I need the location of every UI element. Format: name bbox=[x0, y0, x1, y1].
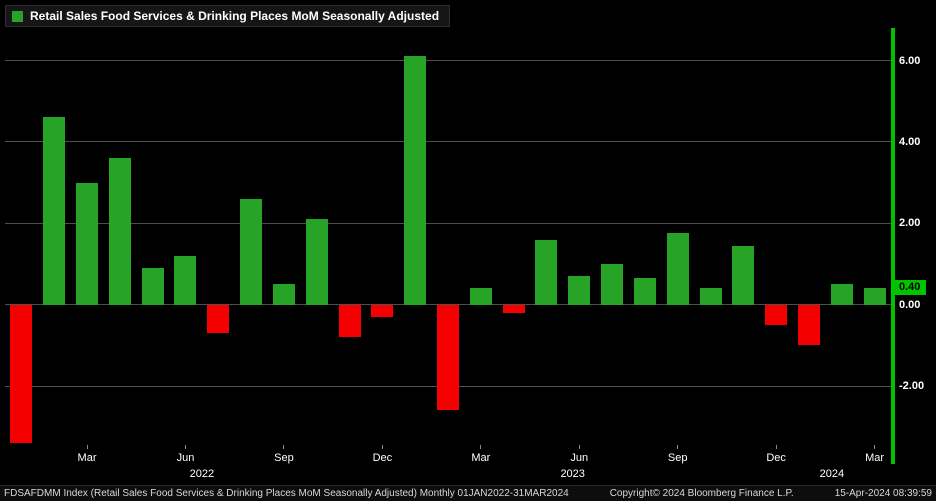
chart-plot-area[interactable] bbox=[5, 30, 891, 445]
bar-apr-2022 bbox=[109, 158, 131, 305]
bar-nov-2022 bbox=[339, 304, 361, 338]
bar-feb-2022 bbox=[43, 117, 65, 305]
x-tick-label: Mar bbox=[865, 452, 885, 464]
bar-may-2022 bbox=[142, 268, 164, 305]
bar-jun-2022 bbox=[174, 255, 196, 305]
legend-label: Retail Sales Food Services & Drinking Pl… bbox=[30, 9, 440, 23]
bar-jul-2023 bbox=[601, 263, 623, 305]
copyright-text: Copyright© 2024 Bloomberg Finance L.P. bbox=[609, 488, 794, 499]
year-label: 2024 bbox=[819, 468, 845, 480]
status-bar: FDSAFDMM Index (Retail Sales Food Servic… bbox=[0, 485, 936, 501]
y-tick-label: -2.00 bbox=[899, 380, 925, 392]
bar-jun-2023 bbox=[568, 276, 590, 305]
year-label: 2023 bbox=[560, 468, 585, 480]
bar-dec-2022 bbox=[371, 304, 393, 317]
last-price-label: 0.40 bbox=[893, 280, 927, 296]
x-tick-label: Jun bbox=[176, 452, 195, 464]
x-tick-mark bbox=[184, 445, 186, 449]
x-tick-mark bbox=[283, 445, 285, 449]
x-tick-mark bbox=[775, 445, 777, 449]
x-tick-mark bbox=[578, 445, 580, 449]
bar-feb-2023 bbox=[437, 304, 459, 411]
x-tick-mark bbox=[480, 445, 482, 449]
bar-jan-2022 bbox=[10, 304, 32, 443]
y-axis-line bbox=[891, 28, 895, 464]
bar-mar-2023 bbox=[470, 288, 492, 305]
x-tick-mark bbox=[381, 445, 383, 449]
bar-apr-2023 bbox=[503, 304, 525, 313]
legend-item[interactable]: Retail Sales Food Services & Drinking Pl… bbox=[5, 5, 451, 27]
bar-jan-2023 bbox=[404, 56, 426, 305]
gridline bbox=[5, 141, 891, 143]
x-tick-mark bbox=[86, 445, 88, 449]
bar-jan-2024 bbox=[798, 304, 820, 346]
bar-sep-2023 bbox=[667, 233, 689, 305]
bar-sep-2022 bbox=[273, 284, 295, 305]
x-tick-label: Dec bbox=[372, 452, 393, 464]
bar-aug-2023 bbox=[634, 278, 656, 305]
bar-oct-2022 bbox=[306, 219, 328, 305]
bar-mar-2022 bbox=[76, 182, 98, 305]
x-tick-label: Dec bbox=[766, 452, 786, 464]
year-label: 2022 bbox=[189, 468, 215, 480]
y-tick-label: 2.00 bbox=[899, 217, 921, 230]
bar-dec-2023 bbox=[765, 304, 787, 325]
bar-jul-2022 bbox=[207, 304, 229, 334]
bar-oct-2023 bbox=[700, 288, 722, 305]
x-tick-label: Sep bbox=[667, 452, 688, 464]
gridline bbox=[5, 60, 891, 61]
y-tick-label: 0.00 bbox=[899, 298, 921, 311]
x-tick-mark bbox=[677, 445, 679, 449]
y-tick-label: 4.00 bbox=[899, 135, 921, 148]
ticker-description: FDSAFDMM Index (Retail Sales Food Servic… bbox=[4, 488, 569, 499]
x-tick-label: Mar bbox=[77, 452, 97, 464]
legend-swatch-icon bbox=[12, 10, 23, 22]
bar-aug-2022 bbox=[240, 198, 262, 305]
bar-nov-2023 bbox=[732, 245, 754, 305]
y-tick-label: 6.00 bbox=[899, 54, 921, 67]
bar-mar-2024 bbox=[864, 288, 886, 305]
x-tick-mark bbox=[874, 445, 876, 449]
timestamp: 15-Apr-2024 08:39:59 bbox=[834, 488, 932, 499]
x-tick-label: Jun bbox=[570, 452, 589, 464]
bar-may-2023 bbox=[535, 239, 557, 305]
y-axis: 0.40 6.00 4.00 2.00 0.00 -2.00 bbox=[893, 30, 936, 445]
bar-feb-2024 bbox=[831, 284, 853, 305]
x-tick-label: Mar bbox=[471, 452, 491, 464]
x-tick-label: Sep bbox=[274, 452, 294, 464]
x-axis: Mar Jun Sep Dec Mar Jun Sep Dec Mar 2022 2023 2024 bbox=[5, 445, 891, 485]
gridline bbox=[5, 222, 891, 224]
